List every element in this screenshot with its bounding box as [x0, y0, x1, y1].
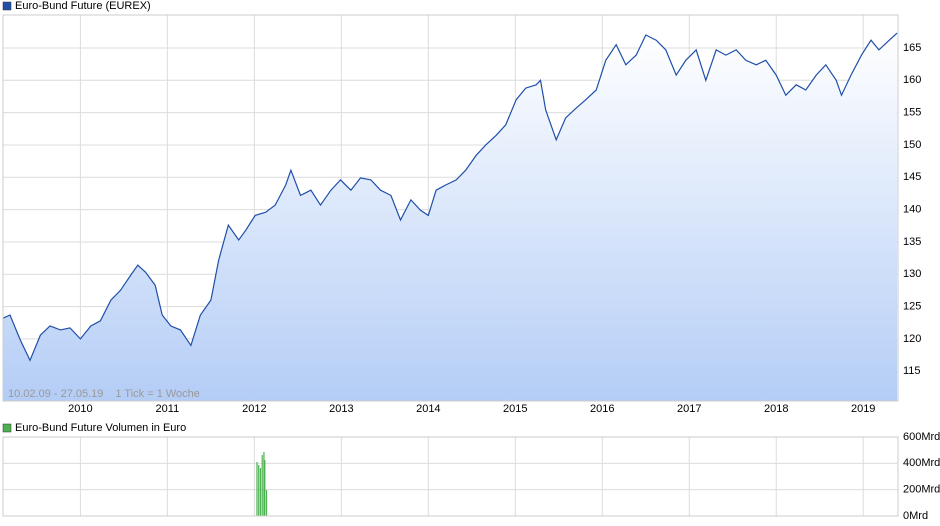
y-tick-label: 130: [903, 268, 921, 280]
y-tick-label: 125: [903, 301, 921, 313]
x-tick-label: 2018: [764, 403, 788, 415]
x-tick-label: 2013: [329, 403, 353, 415]
volume-bar: [265, 490, 268, 516]
legend-label: Euro-Bund Future Volumen in Euro: [15, 422, 186, 434]
plot-border: [2, 436, 899, 517]
volume-bar: [264, 460, 266, 516]
volume-bar: [256, 462, 258, 516]
volume-bar: [259, 468, 262, 516]
y-tick-label: 140: [903, 204, 921, 216]
y-tick-label: 165: [903, 42, 921, 54]
y-tick-label: 115: [903, 365, 921, 377]
volume-bar: [261, 455, 263, 516]
y-tick-label: 145: [903, 171, 921, 183]
y-tick-label: 160: [903, 74, 921, 86]
x-tick-label: 2017: [677, 403, 701, 415]
volume-bar: [258, 465, 260, 516]
plot-border: [2, 14, 899, 402]
y-tick-label: 600Mrd: [903, 431, 940, 443]
plot-frame: [2, 436, 899, 517]
area-fill: [3, 33, 898, 401]
price-line: [2, 32, 898, 362]
legend-swatch: [2, 423, 12, 433]
legend-swatch: [2, 1, 12, 11]
y-tick-label: 200Mrd: [903, 484, 940, 496]
y-tick-label: 150: [903, 139, 921, 151]
x-tick-label: 2016: [590, 403, 614, 415]
x-tick-label: 2011: [156, 403, 180, 415]
x-tick-label: 2015: [503, 403, 527, 415]
y-tick-label: 120: [903, 333, 921, 345]
y-tick-label: 400Mrd: [903, 457, 940, 469]
x-tick-label: 2012: [242, 403, 266, 415]
y-tick-label: 135: [903, 236, 921, 248]
legend-label: Euro-Bund Future (EUREX): [15, 0, 151, 12]
x-tick-label: 2010: [68, 403, 92, 415]
y-tick-label: 155: [903, 107, 921, 119]
y-tick-label: 0Mrd: [903, 510, 928, 522]
x-tick-label: 2019: [851, 403, 875, 415]
annotation: 10.02.09 - 27.05.19: [8, 388, 103, 400]
x-tick-label: 2014: [416, 403, 440, 415]
annotation: 1 Tick = 1 Woche: [115, 388, 199, 400]
volume-bar: [263, 452, 265, 516]
